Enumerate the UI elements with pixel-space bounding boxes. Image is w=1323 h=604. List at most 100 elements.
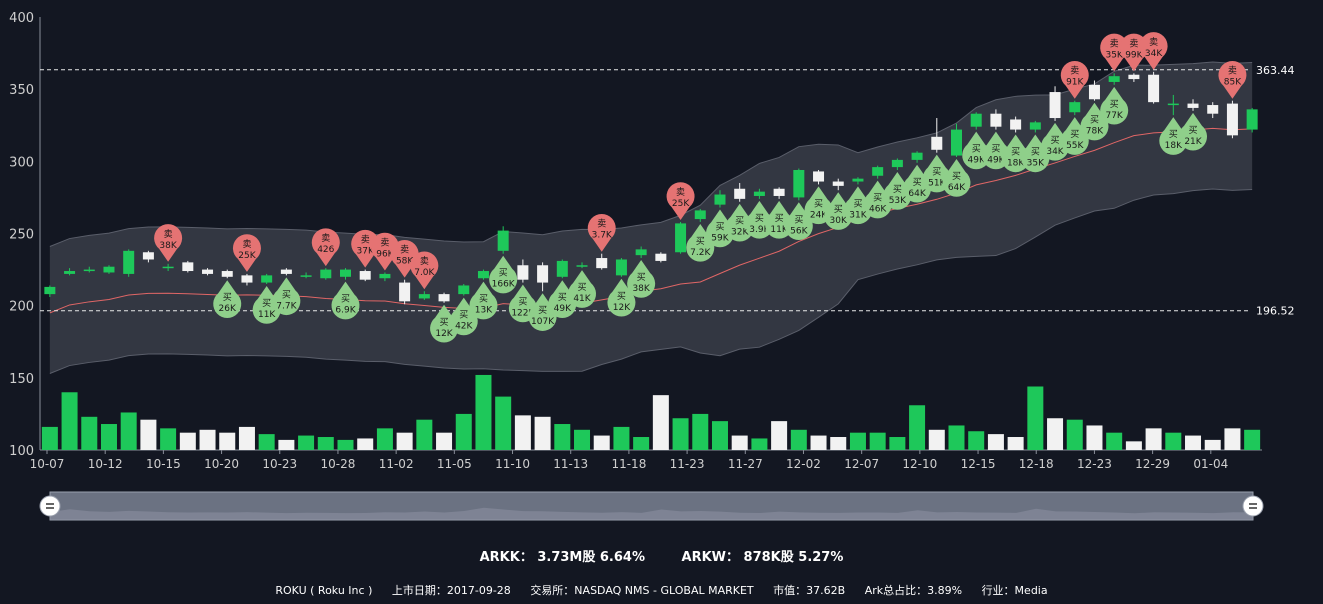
x-tick-label: 11-23 [670,457,705,471]
buy-marker-label: 3.9K [749,225,770,235]
buy-marker-char: 买 [952,171,961,182]
volume-bar [1244,429,1261,450]
volume-bar [574,429,591,450]
candle-body [635,249,647,256]
volume-bar [790,429,807,450]
candle-body [123,250,135,274]
buy-marker-char: 买 [1011,146,1020,157]
sell-marker-label: 7.0K [414,268,435,278]
buy-marker-char: 买 [538,305,547,316]
candle-body [162,266,174,269]
candle-body [931,136,943,150]
buy-marker-label: 55K [1066,141,1084,151]
candle-body [64,271,76,274]
sell-marker [410,251,439,290]
volume-bar [160,428,177,450]
volume-bar [889,437,906,450]
candle-body [438,294,450,302]
volume-bar [179,432,196,450]
buy-marker-char: 买 [873,193,882,204]
candle-body [142,252,154,260]
buy-marker-label: 56K [790,226,808,236]
buy-marker [331,281,360,320]
buy-marker-char: 买 [755,213,764,224]
arkk-holding: ARKK： 3.73M股 6.64% [479,550,645,565]
sell-marker [311,228,340,267]
buy-marker [705,209,734,248]
buy-marker [252,286,281,324]
x-tick-label: 01-04 [1193,457,1228,471]
x-tick-label: 10-20 [204,457,239,471]
zoom-handle-right[interactable] [1242,495,1264,517]
reference-line-label: 363.44 [1256,64,1295,77]
buy-marker-char: 买 [715,222,724,233]
sell-marker-char: 卖 [676,187,685,198]
buy-marker-char: 买 [499,268,508,279]
buy-marker-char: 买 [223,292,232,303]
buy-marker-label: 49K [987,156,1005,166]
buy-marker-label: 51K [928,179,946,189]
sell-marker [370,232,399,271]
volume-bar [219,432,236,450]
buy-marker-label: 107K [531,317,555,327]
volume-bar [909,405,926,450]
volume-bar [987,434,1004,450]
volume-bar [1224,428,1241,450]
sell-marker-label: 99K [1125,50,1143,60]
volume-bar [357,438,374,450]
sell-marker-label: 35K [1105,50,1123,60]
buy-marker-label: 46K [869,205,887,215]
candle-body [734,188,746,199]
candle-body [418,294,430,299]
buy-marker-char: 买 [991,144,1000,155]
candle-body [320,269,332,279]
volume-bar [968,431,985,450]
sell-marker-label: 38K [159,241,177,251]
buy-marker-char: 买 [696,236,705,247]
x-tick-label: 11-05 [437,457,472,471]
sell-marker [232,234,261,272]
volume-bar [613,426,630,450]
x-tick-label: 11-27 [728,457,763,471]
volume-bar [1125,441,1142,450]
sell-marker-label: 426 [317,245,334,255]
candle-body [300,275,312,277]
buy-marker-char: 买 [1090,115,1099,126]
buy-marker [272,277,301,316]
volume-bar [948,425,965,450]
volume-bar [1047,418,1064,450]
zoom-handle-left[interactable] [39,495,61,517]
buy-marker [548,280,577,318]
candle-body [852,178,864,182]
volume-bar [1145,428,1162,450]
buy-marker-label: 11K [258,310,276,320]
buy-marker-label: 49K [968,156,986,166]
buy-marker [1060,117,1089,155]
candle-body [970,113,982,127]
y-tick-label: 300 [9,155,34,170]
buy-marker-label: 24K [810,210,828,220]
x-tick-label: 10-12 [88,457,123,471]
volume-bar [1007,437,1024,450]
candle-body [241,275,253,283]
volume-bar [100,424,117,450]
band-lower-line [49,188,1253,374]
buy-marker-char: 买 [1051,135,1060,146]
volume-bar [771,421,788,450]
volume-bar [1066,419,1083,450]
sell-marker [666,182,695,220]
buy-marker-char: 买 [282,289,291,300]
volume-bar [475,374,492,450]
candle-body [537,265,549,283]
candle-body [399,282,411,302]
buy-marker [607,278,636,317]
buy-marker [784,202,813,241]
candle-body [202,269,214,274]
sell-marker [390,239,419,278]
volume-bar [1204,439,1221,450]
x-tick-label: 12-23 [1077,457,1112,471]
sell-marker-char: 卖 [420,256,429,267]
buy-marker [863,180,892,219]
buy-marker-char: 买 [440,317,449,328]
buy-marker-label: 18K [1165,141,1183,151]
